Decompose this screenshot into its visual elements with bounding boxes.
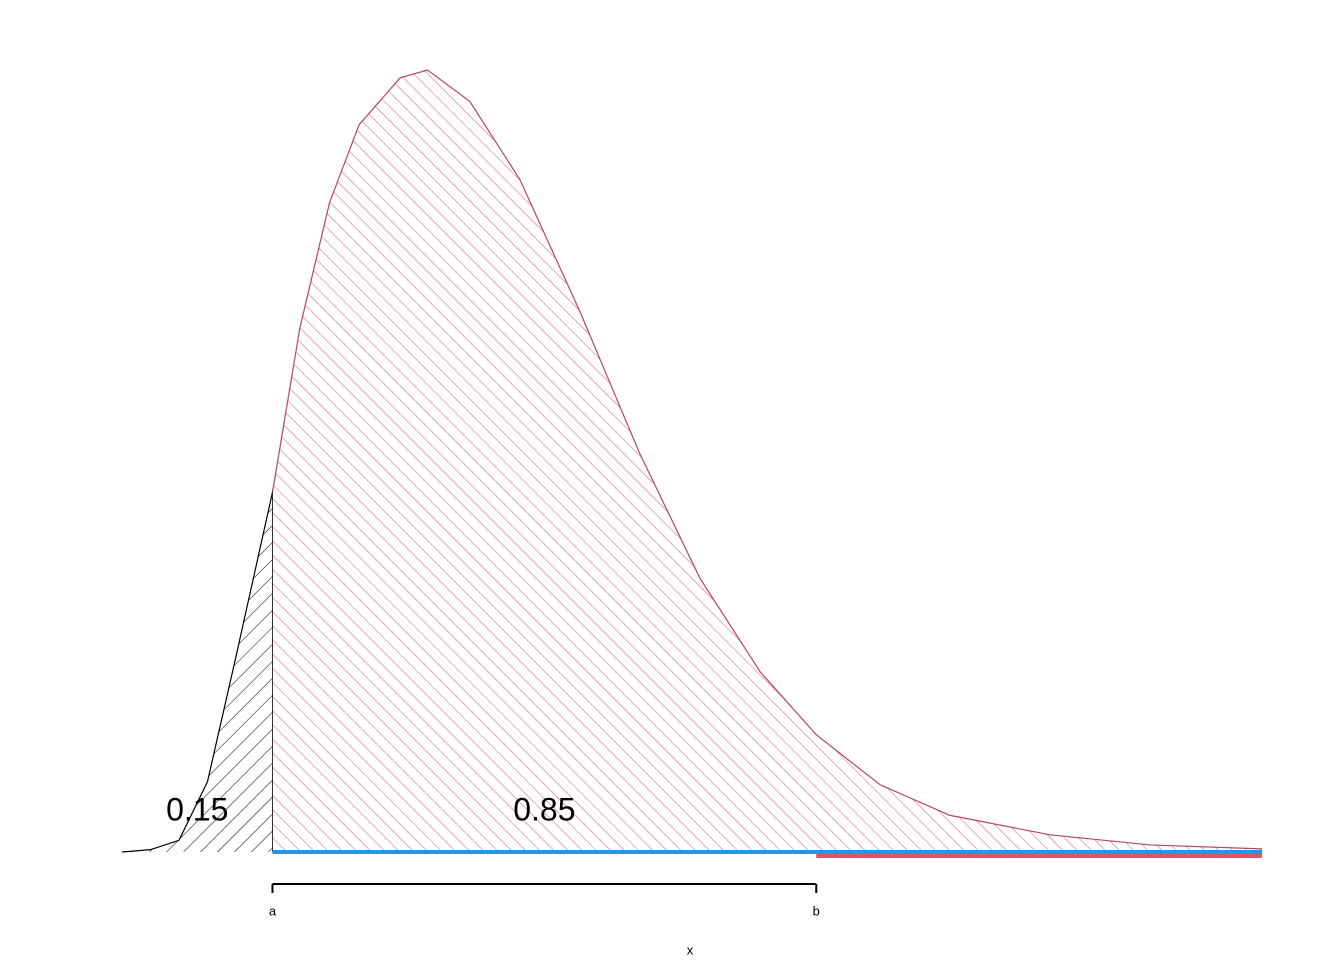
region-area (272, 70, 1263, 852)
density-curve (121, 488, 273, 853)
density-curve (272, 69, 1263, 850)
region-area (122, 492, 273, 852)
x-axis-label: x (687, 942, 694, 957)
x-tick-label: a (269, 903, 277, 918)
x-tick-label: b (813, 903, 820, 918)
region-label: 0.85 (513, 791, 575, 827)
region-label: 0.15 (166, 791, 228, 827)
